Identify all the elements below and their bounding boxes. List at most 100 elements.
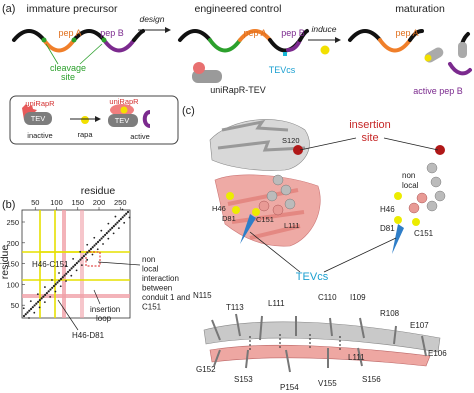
construct-icon <box>193 62 205 74</box>
contact-dot <box>95 242 98 245</box>
contact-dot <box>40 297 43 300</box>
residue-label: E107 <box>410 321 429 330</box>
contact-dot <box>31 306 34 309</box>
pep-label: pep B <box>281 28 305 38</box>
construct-icon <box>458 42 467 58</box>
contact-dot <box>42 295 45 298</box>
contact-map <box>22 208 131 319</box>
contact-dot <box>125 212 128 215</box>
pointer <box>57 299 79 331</box>
residue-label: I109 <box>350 293 366 302</box>
contact-dot <box>35 302 38 305</box>
x-tick-label: 100 <box>50 198 63 207</box>
contact-dot <box>114 223 117 226</box>
annotation: C151 <box>142 303 162 312</box>
inset-structure <box>392 145 446 254</box>
x-tick-label: 250 <box>114 198 127 207</box>
contact-dot <box>75 262 78 265</box>
stage-title: engineered control <box>195 3 282 15</box>
residue-label: G152 <box>196 365 216 374</box>
arrow-label: design <box>139 14 164 24</box>
contact-dot <box>112 225 115 228</box>
pep-label: pep A <box>58 28 81 38</box>
contact-dot <box>93 236 96 239</box>
contact-dot <box>75 269 78 272</box>
contact-dot <box>37 300 40 303</box>
contact-dot <box>86 258 89 261</box>
contact-dot <box>84 253 87 256</box>
contact-dot <box>107 222 110 225</box>
y-tick-label: 50 <box>11 301 19 310</box>
inset-box <box>9 95 179 145</box>
stage-title: immature precursor <box>26 3 118 15</box>
residue-group: G152 S153 P154 V155 S156 L111 <box>196 353 381 392</box>
residue-label: S156 <box>362 375 381 384</box>
x-tick-label: 50 <box>31 198 39 207</box>
contact-dot <box>109 228 112 231</box>
contact-dot <box>43 301 46 304</box>
contact-dot <box>77 260 80 263</box>
contact-dot <box>29 307 33 311</box>
cleavage-label: cleavage <box>50 63 86 73</box>
contact-dot <box>68 269 71 272</box>
annotation: local <box>142 265 159 274</box>
pep-label: pep A <box>395 28 418 38</box>
contact-dot <box>111 226 114 229</box>
contact-dot <box>22 314 26 318</box>
contact-dot <box>33 311 36 314</box>
contact-dot <box>79 258 82 261</box>
residue-label: C151 <box>414 229 434 238</box>
contact-dot <box>103 233 107 237</box>
contact-dot <box>26 311 29 314</box>
contact-dot <box>61 276 64 279</box>
arrow-label: induce <box>311 24 336 34</box>
residue-label: N115 <box>193 291 212 300</box>
contact-dot <box>36 293 39 296</box>
residue-label: S153 <box>234 375 253 384</box>
contact-dot <box>63 274 66 277</box>
annotation: H46-D81 <box>72 331 105 340</box>
residue-label: L111 <box>268 299 285 308</box>
residue-label: C110 <box>318 293 337 302</box>
annotation: non <box>142 255 155 264</box>
residue-label: T113 <box>226 303 244 312</box>
precursor-wave <box>12 29 145 53</box>
contact-dot <box>56 281 59 284</box>
annotation: H46-C151 <box>32 260 69 269</box>
residue-label: L111 <box>348 353 365 362</box>
contact-dot <box>96 248 99 251</box>
panel-label: (c) <box>182 105 195 117</box>
contact-dot <box>70 267 73 270</box>
state-label: active <box>130 132 150 141</box>
strand-structure <box>203 313 441 373</box>
contact-dot <box>33 304 36 307</box>
state-label: inactive <box>27 131 52 140</box>
contact-dot <box>121 216 124 219</box>
rapa-icon <box>320 45 330 55</box>
y-tick-label: 200 <box>6 239 19 248</box>
contact-dot <box>123 214 126 217</box>
pointer <box>299 137 357 151</box>
cleavage-dot <box>41 37 47 43</box>
pointer <box>45 43 59 65</box>
contact-dot <box>58 279 61 282</box>
contact-dot <box>102 235 105 238</box>
contact-dot <box>80 264 83 267</box>
pep-label: pep A <box>243 28 266 38</box>
protease-label: TEV <box>115 116 130 125</box>
residue-label: S120 <box>282 136 300 145</box>
pointer <box>97 261 141 266</box>
contact-dot <box>72 257 75 260</box>
annotation: interaction <box>142 274 179 283</box>
contact-dot <box>88 249 91 252</box>
residue-label: R108 <box>380 309 400 318</box>
contact-dot <box>28 317 30 319</box>
pointer <box>93 289 101 305</box>
contact-dot <box>121 208 124 211</box>
contact-dot <box>72 265 75 268</box>
contact-dot <box>91 253 94 256</box>
contact-dot <box>86 243 89 246</box>
annotation: insertion <box>90 305 120 314</box>
axis-label: residue <box>0 245 11 280</box>
